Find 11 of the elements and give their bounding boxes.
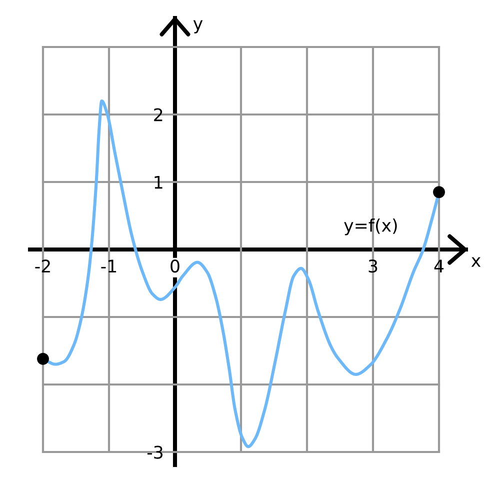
x-tick-label: 3 (368, 260, 378, 273)
y-tick-label: 2 (154, 108, 162, 122)
x-tick-label: -1 (101, 260, 116, 272)
x-tick-label: -2 (35, 260, 50, 272)
x-tick-label: 0 (170, 260, 180, 273)
series-label: y=f(x) (344, 218, 397, 236)
y-tick-label: 1 (154, 176, 162, 189)
y-axis-title: y (193, 20, 203, 34)
x-axis-title: x (471, 257, 481, 267)
x-tick-label: 4 (434, 260, 444, 272)
y-tick-label: -3 (147, 446, 162, 459)
